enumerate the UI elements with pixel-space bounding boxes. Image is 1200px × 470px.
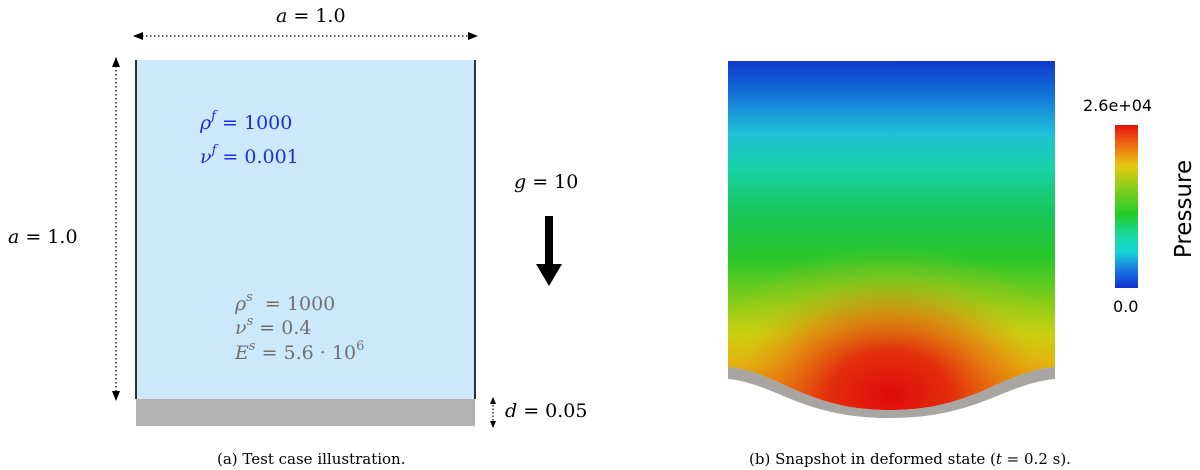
caption-a: (a) Test case illustration. [217,450,406,468]
thickness-label: d = 0.05 [505,400,588,422]
fluid-density-label: ρf = 1000 [200,108,293,134]
deformed-wall [728,367,1055,418]
colorbar-max-label: 2.6e+04 [1083,96,1153,115]
elastic-plate [136,399,475,426]
colorbar-title: Pressure [1171,159,1197,259]
gravity-label: g = 10 [514,171,579,193]
fluid-domain [136,60,475,399]
solid-density-label: ρs = 1000 [235,289,336,315]
solid-youngs-modulus-label: Es = 5.6 · 106 [235,338,365,364]
fluid-viscosity-label: νf = 0.001 [200,142,299,168]
height-label: a = 1.0 [8,226,78,248]
caption-b: (b) Snapshot in deformed state (t = 0.2 … [749,450,1071,468]
solid-poisson-label: νs = 0.4 [235,313,312,339]
colorbar [1115,125,1138,288]
gravity-arrow [536,216,562,286]
colorbar-min-label: 0.0 [1113,297,1139,316]
width-label: a = 1.0 [276,5,346,27]
pressure-field [728,61,1055,410]
